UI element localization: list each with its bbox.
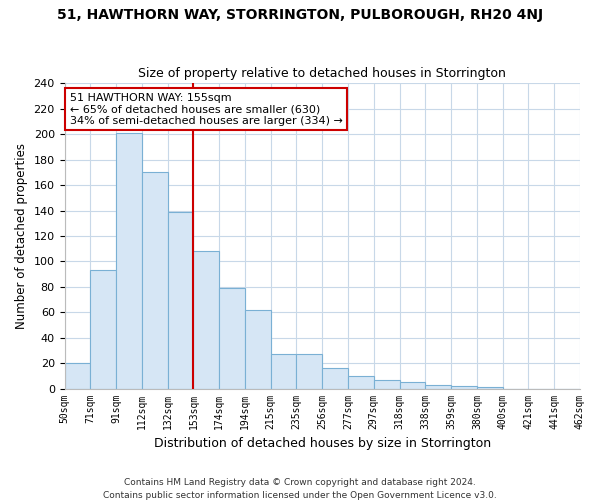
Bar <box>193 252 219 388</box>
Title: Size of property relative to detached houses in Storrington: Size of property relative to detached ho… <box>139 66 506 80</box>
Bar <box>425 384 451 388</box>
Bar <box>374 380 400 388</box>
Bar <box>348 376 374 388</box>
Bar <box>219 288 245 388</box>
Bar <box>65 363 91 388</box>
Bar <box>142 172 167 388</box>
Bar <box>167 212 193 388</box>
Bar <box>116 133 142 388</box>
Bar <box>245 310 271 388</box>
Text: 51, HAWTHORN WAY, STORRINGTON, PULBOROUGH, RH20 4NJ: 51, HAWTHORN WAY, STORRINGTON, PULBOROUG… <box>57 8 543 22</box>
Text: 51 HAWTHORN WAY: 155sqm
← 65% of detached houses are smaller (630)
34% of semi-d: 51 HAWTHORN WAY: 155sqm ← 65% of detache… <box>70 92 343 126</box>
X-axis label: Distribution of detached houses by size in Storrington: Distribution of detached houses by size … <box>154 437 491 450</box>
Bar <box>91 270 116 388</box>
Bar <box>296 354 322 388</box>
Text: Contains HM Land Registry data © Crown copyright and database right 2024.
Contai: Contains HM Land Registry data © Crown c… <box>103 478 497 500</box>
Bar <box>271 354 296 388</box>
Bar <box>400 382 425 388</box>
Bar <box>451 386 477 388</box>
Y-axis label: Number of detached properties: Number of detached properties <box>15 143 28 329</box>
Bar <box>322 368 348 388</box>
